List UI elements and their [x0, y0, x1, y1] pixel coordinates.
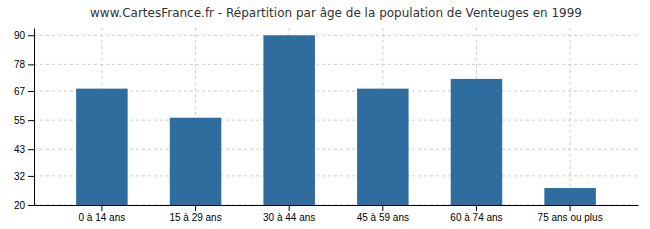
bar — [544, 188, 596, 205]
tick-label: 90 — [14, 30, 26, 41]
bar — [263, 35, 315, 205]
tick-label: 45 à 59 ans — [357, 212, 409, 223]
tick-mark — [476, 205, 477, 211]
tick-mark — [28, 35, 34, 36]
tick-label: 30 à 44 ans — [263, 212, 315, 223]
x-axis: 0 à 14 ans 15 à 29 ans 30 à 44 ans 45 à 59 … — [35, 205, 639, 223]
tick-mark — [28, 176, 34, 177]
tick-mark — [28, 64, 34, 65]
tick-mark — [28, 91, 34, 92]
tick-label: 78 — [14, 59, 26, 70]
tick-mark — [28, 120, 34, 121]
tick-mark — [289, 205, 290, 211]
tick-mark — [28, 149, 34, 150]
tick: 30 à 44 ans — [263, 205, 315, 223]
bar — [357, 89, 409, 205]
tick: 20 — [14, 200, 34, 211]
tick: 78 — [14, 59, 34, 70]
chart: www.CartesFrance.fr - Répartition par âg… — [0, 0, 650, 229]
tick-label: 0 à 14 ans — [79, 212, 126, 223]
bar — [76, 89, 128, 205]
tick-label: 75 ans ou plus — [538, 212, 603, 223]
tick-mark — [570, 205, 571, 211]
tick-label: 20 — [14, 200, 26, 211]
plot: 20 32 43 55 67 78 90 0 à 14 ans 15 à 29 ans 30 à … — [14, 28, 639, 229]
tick: 75 ans ou plus — [538, 205, 603, 223]
title: www.CartesFrance.fr - Répartition par âg… — [90, 6, 582, 20]
bar — [170, 118, 222, 205]
bar — [451, 79, 503, 205]
tick: 0 à 14 ans — [79, 205, 126, 223]
bars — [76, 35, 596, 205]
grid-line — [34, 64, 638, 65]
tick-mark — [101, 205, 102, 211]
y-axis: 20 32 43 55 67 78 90 — [14, 29, 35, 211]
tick-label: 67 — [14, 86, 26, 97]
tick: 90 — [14, 30, 34, 41]
tick-label: 60 à 74 ans — [450, 212, 502, 223]
tick: 55 — [14, 115, 34, 126]
tick: 67 — [14, 86, 34, 97]
tick-mark — [28, 205, 34, 206]
tick: 43 — [14, 144, 34, 155]
axis-line — [34, 29, 35, 206]
tick-label: 55 — [14, 115, 26, 126]
tick: 15 à 29 ans — [169, 205, 221, 223]
axis-line — [35, 205, 639, 206]
tick: 60 à 74 ans — [450, 205, 502, 223]
tick-label: 15 à 29 ans — [169, 212, 221, 223]
tick: 32 — [14, 171, 34, 182]
tick-mark — [382, 205, 383, 211]
tick-label: 32 — [14, 171, 26, 182]
tick: 45 à 59 ans — [357, 205, 409, 223]
grid-line — [34, 35, 638, 36]
tick-label: 43 — [14, 144, 26, 155]
grid-line — [570, 28, 571, 205]
tick-mark — [195, 205, 196, 211]
